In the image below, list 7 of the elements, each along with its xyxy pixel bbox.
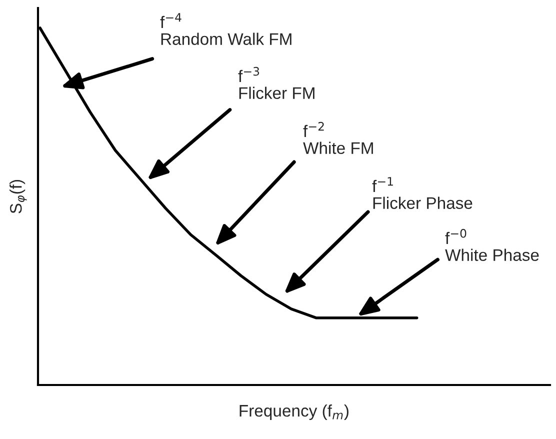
- annotation: f$^{−4}$ Random Walk FM: [160, 13, 292, 45]
- annotation: f$^{−1}$ Flicker Phase: [372, 177, 472, 209]
- x-axis-title: Frequency (f$_{m}$): [240, 404, 348, 420]
- annotation: f$^{−0}$ White Phase: [445, 228, 539, 261]
- y-axis-title: S$_{φ}$(f): [10, 180, 27, 214]
- annotation: f$^{−3}$ Flicker FM: [238, 66, 314, 99]
- annotation: f$^{−2}$ White FM: [303, 122, 373, 154]
